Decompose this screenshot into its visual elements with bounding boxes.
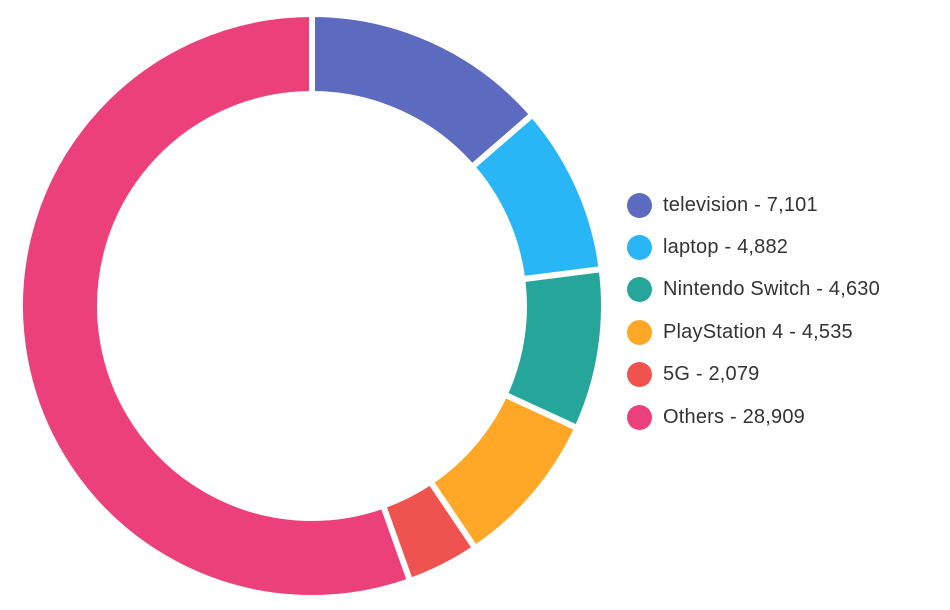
legend-swatch: [627, 319, 652, 345]
legend-label: 5G - 2,079: [663, 363, 760, 386]
legend-swatch: [627, 235, 652, 261]
legend-label: PlayStation 4 - 4,535: [663, 320, 853, 343]
donut-slices: [17, 10, 607, 601]
legend-label: laptop - 4,882: [663, 236, 789, 259]
legend-item-others[interactable]: Others - 28,909: [627, 396, 880, 438]
legend-item-nintendo-switch[interactable]: Nintendo Switch - 4,630: [627, 269, 880, 311]
legend-label: Others - 28,909: [663, 405, 805, 428]
legend-swatch: [627, 362, 652, 388]
legend-item-television[interactable]: television - 7,101: [627, 184, 880, 226]
legend-swatch: [627, 404, 652, 430]
legend-item-playstation-4[interactable]: PlayStation 4 - 4,535: [627, 311, 880, 353]
legend-item-laptop[interactable]: laptop - 4,882: [627, 226, 880, 268]
legend-label: Nintendo Switch - 4,630: [663, 278, 880, 301]
chart-legend: television - 7,101 laptop - 4,882 Nintendo…: [627, 184, 880, 438]
legend-swatch: [627, 192, 652, 218]
legend-item-5g[interactable]: 5G - 2,079: [627, 354, 880, 396]
slice-others[interactable]: [17, 10, 414, 601]
legend-label: television - 7,101: [663, 193, 818, 216]
legend-swatch: [627, 277, 652, 303]
